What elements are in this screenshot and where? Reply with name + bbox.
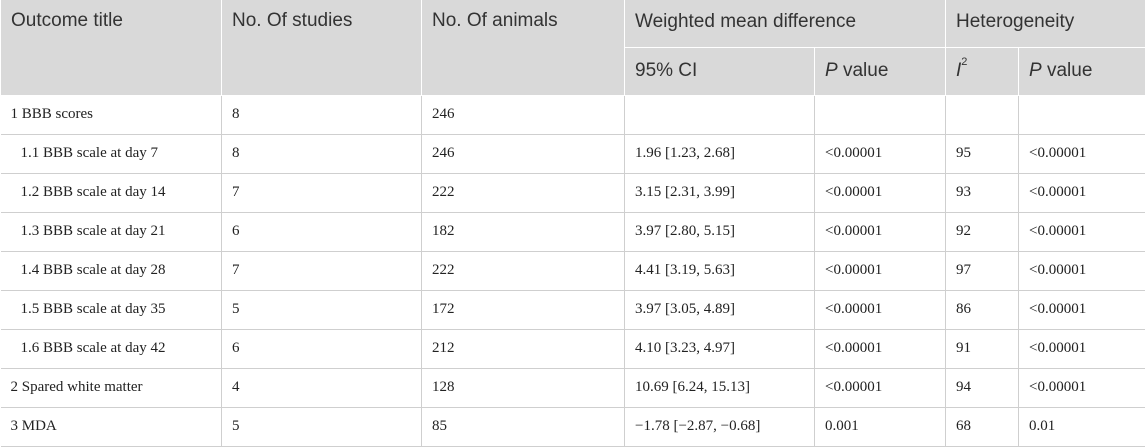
cell-i2: 68 <box>946 407 1019 446</box>
table-row: 1.4 BBB scale at day 28 7 222 4.41 [3.19… <box>1 251 1145 290</box>
cell-i2 <box>946 95 1019 134</box>
cell-studies: 4 <box>222 368 422 407</box>
table-row: 3 MDA 5 85 −1.78 [−2.87, −0.68] 0.001 68… <box>1 407 1145 446</box>
cell-animals: 246 <box>422 134 625 173</box>
cell-p2: <0.00001 <box>1019 290 1145 329</box>
cell-ci: 4.10 [3.23, 4.97] <box>625 329 815 368</box>
cell-animals: 128 <box>422 368 625 407</box>
cell-ci: −1.78 [−2.87, −0.68] <box>625 407 815 446</box>
cell-p2: <0.00001 <box>1019 212 1145 251</box>
header-outcome-title: Outcome title <box>1 0 222 95</box>
table-body: 1 BBB scores 8 246 1.1 BBB scale at day … <box>1 95 1145 446</box>
p-letter: P <box>1029 60 1042 81</box>
cell-outcome: 1.5 BBB scale at day 35 <box>1 290 222 329</box>
cell-p2 <box>1019 95 1145 134</box>
p-letter: P <box>825 60 838 81</box>
cell-i2: 91 <box>946 329 1019 368</box>
cell-studies: 6 <box>222 212 422 251</box>
table-header: Outcome title No. Of studies No. Of anim… <box>1 0 1145 95</box>
header-p-value: P value <box>815 47 946 95</box>
cell-outcome: 2 Spared white matter <box>1 368 222 407</box>
cell-i2: 94 <box>946 368 1019 407</box>
cell-studies: 7 <box>222 251 422 290</box>
cell-p2: <0.00001 <box>1019 134 1145 173</box>
cell-outcome: 1.2 BBB scale at day 14 <box>1 173 222 212</box>
cell-ci: 3.97 [3.05, 4.89] <box>625 290 815 329</box>
cell-studies: 6 <box>222 329 422 368</box>
cell-studies: 7 <box>222 173 422 212</box>
cell-animals: 246 <box>422 95 625 134</box>
cell-studies: 5 <box>222 290 422 329</box>
cell-studies: 8 <box>222 95 422 134</box>
cell-studies: 5 <box>222 407 422 446</box>
cell-p: <0.00001 <box>815 173 946 212</box>
cell-i2: 86 <box>946 290 1019 329</box>
cell-animals: 212 <box>422 329 625 368</box>
cell-ci: 10.69 [6.24, 15.13] <box>625 368 815 407</box>
cell-outcome: 1 BBB scores <box>1 95 222 134</box>
header-het-p-value: P value <box>1019 47 1145 95</box>
cell-outcome: 1.6 BBB scale at day 42 <box>1 329 222 368</box>
cell-outcome: 1.3 BBB scale at day 21 <box>1 212 222 251</box>
cell-animals: 222 <box>422 251 625 290</box>
cell-p2: <0.00001 <box>1019 329 1145 368</box>
cell-ci: 4.41 [3.19, 5.63] <box>625 251 815 290</box>
cell-outcome: 1.4 BBB scale at day 28 <box>1 251 222 290</box>
cell-animals: 222 <box>422 173 625 212</box>
cell-p <box>815 95 946 134</box>
table-row: 1.6 BBB scale at day 42 6 212 4.10 [3.23… <box>1 329 1145 368</box>
cell-i2: 95 <box>946 134 1019 173</box>
header-no-of-animals: No. Of animals <box>422 0 625 95</box>
cell-ci <box>625 95 815 134</box>
cell-animals: 182 <box>422 212 625 251</box>
cell-studies: 8 <box>222 134 422 173</box>
cell-p: <0.00001 <box>815 251 946 290</box>
cell-outcome: 1.1 BBB scale at day 7 <box>1 134 222 173</box>
cell-p2: 0.01 <box>1019 407 1145 446</box>
table-row: 1.5 BBB scale at day 35 5 172 3.97 [3.05… <box>1 290 1145 329</box>
cell-ci: 3.15 [2.31, 3.99] <box>625 173 815 212</box>
header-i-squared: I2 <box>946 47 1019 95</box>
table-row: 1 BBB scores 8 246 <box>1 95 1145 134</box>
cell-p: <0.00001 <box>815 212 946 251</box>
cell-p: <0.00001 <box>815 134 946 173</box>
cell-p2: <0.00001 <box>1019 251 1145 290</box>
header-weighted-mean-difference: Weighted mean difference <box>625 0 946 47</box>
header-heterogeneity: Heterogeneity <box>946 0 1145 47</box>
p-value-label: value <box>1042 60 1093 81</box>
cell-ci: 1.96 [1.23, 2.68] <box>625 134 815 173</box>
cell-p: 0.001 <box>815 407 946 446</box>
table-row: 1.3 BBB scale at day 21 6 182 3.97 [2.80… <box>1 212 1145 251</box>
header-no-of-studies: No. Of studies <box>222 0 422 95</box>
cell-i2: 93 <box>946 173 1019 212</box>
cell-p2: <0.00001 <box>1019 368 1145 407</box>
cell-p: <0.00001 <box>815 329 946 368</box>
table-row: 2 Spared white matter 4 128 10.69 [6.24,… <box>1 368 1145 407</box>
cell-outcome: 3 MDA <box>1 407 222 446</box>
header-95-ci: 95% CI <box>625 47 815 95</box>
cell-i2: 92 <box>946 212 1019 251</box>
cell-p2: <0.00001 <box>1019 173 1145 212</box>
table-row: 1.1 BBB scale at day 7 8 246 1.96 [1.23,… <box>1 134 1145 173</box>
i-superscript: 2 <box>961 56 967 68</box>
cell-ci: 3.97 [2.80, 5.15] <box>625 212 815 251</box>
p-value-label: value <box>838 60 889 81</box>
cell-animals: 172 <box>422 290 625 329</box>
cell-animals: 85 <box>422 407 625 446</box>
cell-p: <0.00001 <box>815 368 946 407</box>
table-row: 1.2 BBB scale at day 14 7 222 3.15 [2.31… <box>1 173 1145 212</box>
cell-p: <0.00001 <box>815 290 946 329</box>
cell-i2: 97 <box>946 251 1019 290</box>
